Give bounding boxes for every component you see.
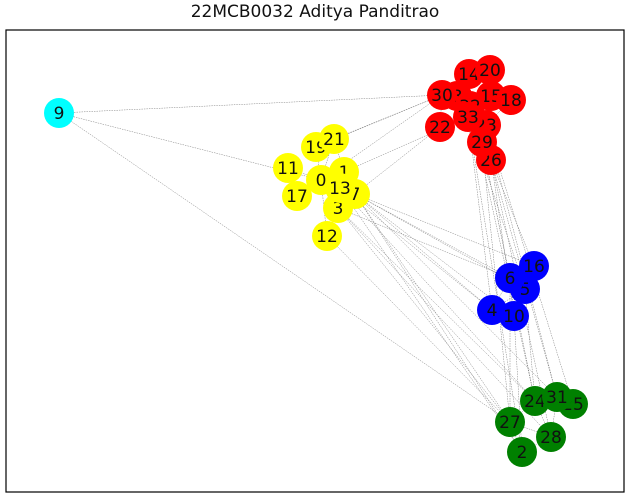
node-circle-29 bbox=[467, 127, 497, 157]
node-label-29: 29 bbox=[471, 133, 493, 153]
edge-9-27 bbox=[58, 112, 511, 423]
node-label-20: 20 bbox=[479, 61, 501, 81]
edge-7-2 bbox=[354, 193, 523, 453]
plot-frame bbox=[5, 29, 625, 493]
node-10: 10 bbox=[499, 301, 529, 331]
node-label-7: 7 bbox=[350, 185, 361, 205]
node-circle-13 bbox=[325, 173, 355, 203]
node-circle-2 bbox=[507, 437, 537, 467]
edge-21-30 bbox=[333, 94, 443, 140]
node-label-9: 9 bbox=[54, 104, 65, 124]
chart-title: 22MCB0032 Aditya Panditrao bbox=[190, 2, 440, 22]
node-label-3: 3 bbox=[333, 199, 344, 219]
node-label-5: 5 bbox=[520, 280, 531, 300]
node-6: 6 bbox=[495, 263, 525, 293]
node-circle-12 bbox=[312, 221, 342, 251]
edge-7-22 bbox=[354, 126, 441, 195]
node-21: 21 bbox=[319, 124, 349, 154]
node-label-2: 2 bbox=[517, 443, 528, 463]
node-circle-10 bbox=[499, 301, 529, 331]
node-label-18: 18 bbox=[500, 91, 522, 111]
node-20: 20 bbox=[475, 55, 505, 85]
node-12: 12 bbox=[312, 221, 342, 251]
node-label-4: 4 bbox=[487, 301, 498, 321]
edge-3-24 bbox=[337, 207, 536, 402]
node-circle-31 bbox=[542, 382, 572, 412]
edge-29-24 bbox=[481, 141, 536, 402]
node-label-21: 21 bbox=[323, 130, 345, 150]
edge-12-27 bbox=[326, 235, 511, 423]
node-label-22: 22 bbox=[429, 118, 451, 138]
node-label-12: 12 bbox=[316, 227, 338, 247]
node-circle-21 bbox=[319, 124, 349, 154]
node-label-16: 16 bbox=[523, 257, 545, 277]
edge-3-28 bbox=[337, 207, 552, 438]
node-circle-18 bbox=[496, 85, 526, 115]
node-11: 11 bbox=[273, 153, 303, 183]
node-label-14: 14 bbox=[458, 65, 480, 85]
edge-7-6 bbox=[354, 193, 511, 279]
edge-7-4 bbox=[354, 193, 493, 311]
node-label-13: 13 bbox=[329, 179, 351, 199]
node-2: 2 bbox=[507, 437, 537, 467]
node-label-6: 6 bbox=[505, 269, 516, 289]
node-13: 13 bbox=[325, 173, 355, 203]
edge-3-27 bbox=[337, 207, 511, 423]
edge-7-16 bbox=[354, 193, 535, 267]
node-circle-30 bbox=[427, 80, 457, 110]
node-29: 29 bbox=[467, 127, 497, 157]
edge-7-31 bbox=[354, 193, 558, 398]
edge-13-2 bbox=[339, 187, 523, 453]
node-label-17: 17 bbox=[286, 187, 308, 207]
node-circle-11 bbox=[273, 153, 303, 183]
edge-5-24 bbox=[524, 288, 536, 402]
node-28: 28 bbox=[536, 422, 566, 452]
node-label-28: 28 bbox=[540, 428, 562, 448]
node-33: 33 bbox=[453, 102, 483, 132]
edge-33-2 bbox=[467, 116, 523, 453]
node-16: 16 bbox=[519, 251, 549, 281]
node-circle-17 bbox=[282, 181, 312, 211]
node-label-31: 31 bbox=[546, 388, 568, 408]
node-label-11: 11 bbox=[277, 159, 299, 179]
node-18: 18 bbox=[496, 85, 526, 115]
node-circle-9 bbox=[44, 98, 74, 128]
node-label-33: 33 bbox=[457, 108, 479, 128]
node-label-10: 10 bbox=[503, 307, 525, 327]
node-circle-33 bbox=[453, 102, 483, 132]
node-label-1: 1 bbox=[339, 163, 350, 183]
edge-9-30 bbox=[58, 94, 443, 114]
node-label-30: 30 bbox=[431, 86, 453, 106]
node-circle-6 bbox=[495, 263, 525, 293]
node-label-24: 24 bbox=[524, 392, 546, 412]
node-circle-28 bbox=[536, 422, 566, 452]
edge-7-10 bbox=[354, 193, 515, 317]
edge-3-6 bbox=[337, 207, 511, 279]
node-30: 30 bbox=[427, 80, 457, 110]
edge-26-16 bbox=[490, 159, 535, 267]
node-27: 27 bbox=[495, 407, 525, 437]
node-22: 22 bbox=[425, 112, 455, 142]
edge-7-27 bbox=[354, 193, 511, 423]
node-label-27: 27 bbox=[499, 413, 521, 433]
node-circle-20 bbox=[475, 55, 505, 85]
node-9: 9 bbox=[44, 98, 74, 128]
node-31: 31 bbox=[542, 382, 572, 412]
edge-13-24 bbox=[339, 187, 536, 402]
node-17: 17 bbox=[282, 181, 312, 211]
node-circle-22 bbox=[425, 112, 455, 142]
node-label-8: 8 bbox=[452, 87, 463, 107]
node-label-0: 0 bbox=[316, 171, 327, 191]
node-circle-16 bbox=[519, 251, 549, 281]
node-circle-27 bbox=[495, 407, 525, 437]
edge-0-30 bbox=[320, 94, 443, 181]
